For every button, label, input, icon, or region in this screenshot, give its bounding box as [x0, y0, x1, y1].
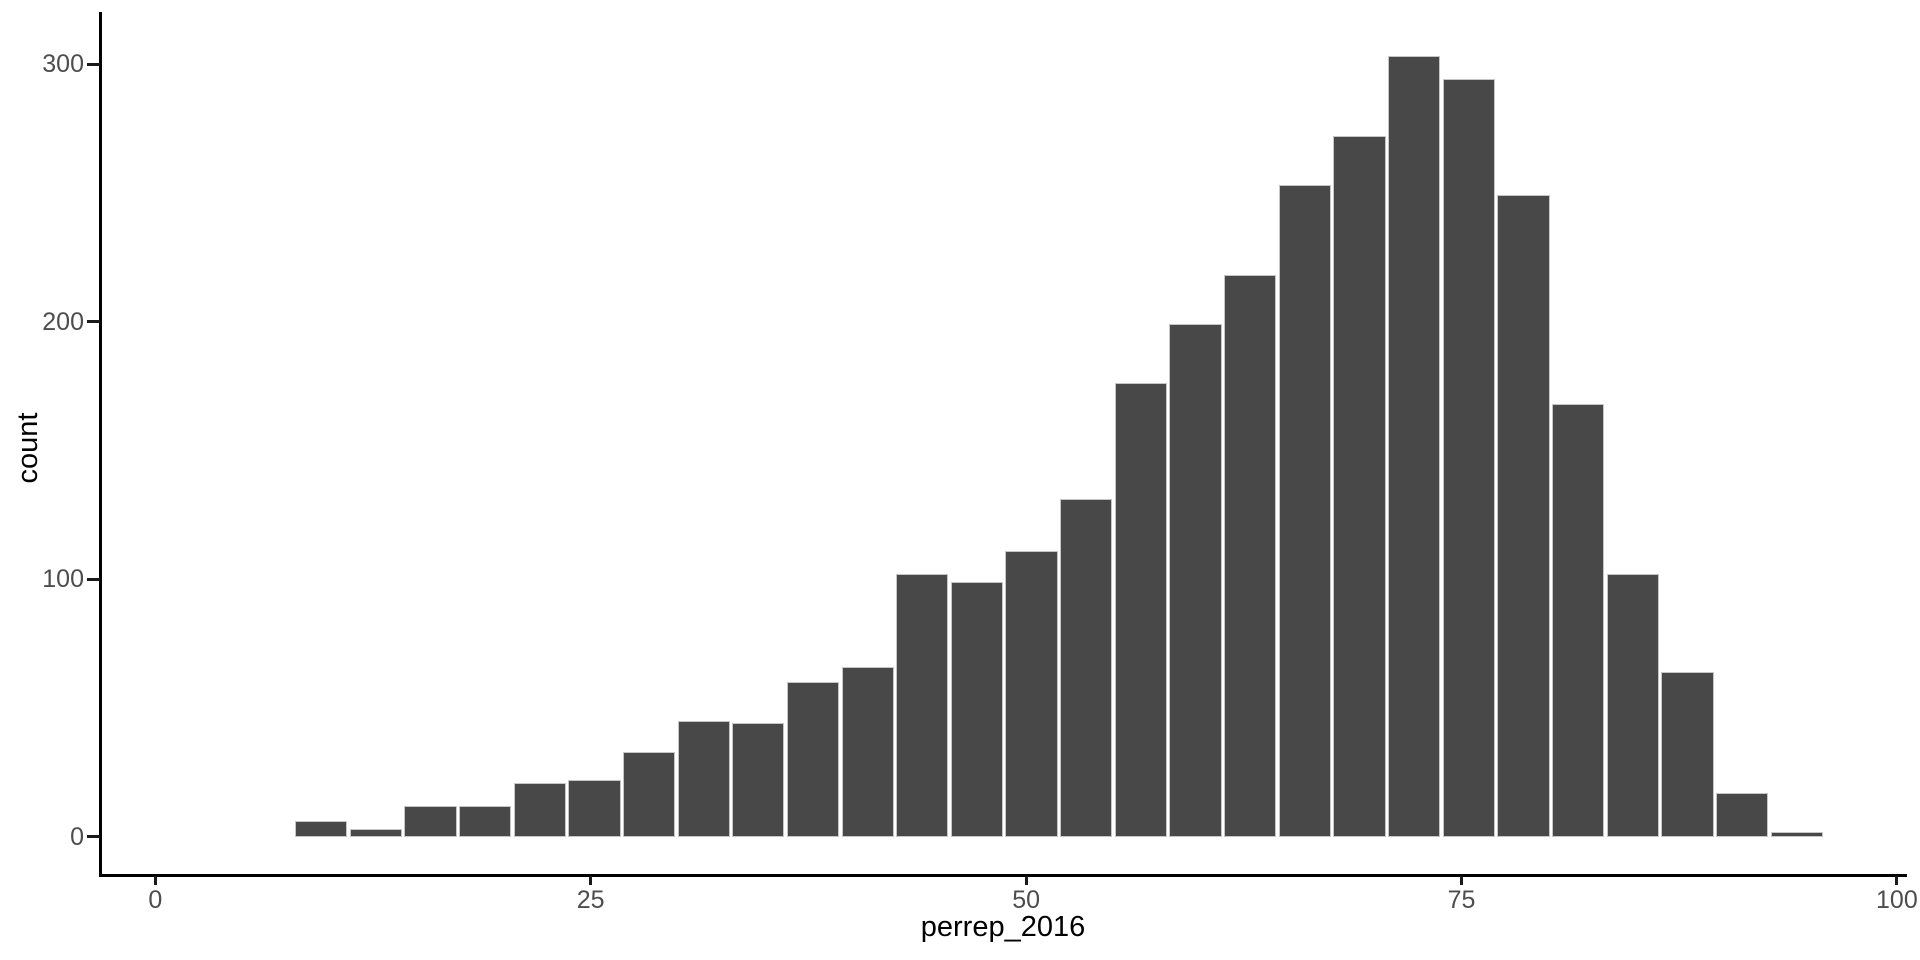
histogram-bar [1060, 499, 1113, 837]
y-tick-label: 300 [42, 50, 84, 78]
y-tick-mark [87, 320, 100, 324]
histogram-bar [1114, 383, 1168, 837]
x-tick-label: 50 [1012, 886, 1040, 914]
histogram-bar [458, 805, 512, 837]
y-tick-label: 200 [42, 307, 84, 336]
histogram-bar [1497, 195, 1550, 837]
histogram-bar [295, 821, 348, 837]
histogram-bar [404, 805, 457, 837]
y-tick-mark [87, 577, 100, 581]
x-tick-label: 100 [1876, 886, 1918, 914]
histogram-bar [896, 574, 949, 837]
histogram-bar [1661, 671, 1714, 837]
x-tick-label: 0 [148, 886, 163, 914]
x-axis-line [98, 873, 1907, 877]
x-axis-title: perrep_2016 [920, 911, 1086, 943]
histogram-bar [513, 782, 566, 837]
x-tick-mark [589, 876, 593, 885]
histogram-bar [1333, 136, 1386, 837]
x-tick-mark [1024, 876, 1028, 885]
y-tick-label: 100 [42, 565, 84, 594]
histogram-bar [568, 780, 621, 837]
y-axis-line [98, 12, 102, 876]
histogram-bar [1388, 56, 1441, 837]
y-tick-label: 0 [70, 822, 84, 851]
histogram-bar [1442, 79, 1495, 837]
x-tick-mark [1460, 876, 1463, 885]
histogram-bar [841, 666, 894, 837]
x-tick-mark [153, 876, 157, 885]
histogram-bar [786, 682, 840, 837]
histogram-bar [1715, 793, 1769, 837]
histogram-bar [732, 723, 785, 837]
histogram-bar [349, 829, 402, 837]
y-axis-title: count [12, 412, 44, 484]
histogram-bar [1224, 275, 1277, 837]
x-tick-label: 25 [576, 886, 605, 914]
x-tick-label: 75 [1447, 886, 1476, 914]
x-tick-mark [1895, 876, 1899, 885]
y-tick-mark [87, 62, 100, 66]
histogram-bar [1169, 324, 1222, 837]
histogram-bar [1606, 574, 1659, 837]
histogram-bar [1770, 831, 1823, 837]
histogram-bar [1552, 404, 1605, 837]
histogram-bar [1278, 185, 1331, 837]
y-tick-mark [87, 835, 100, 839]
histogram-bar [622, 751, 676, 837]
histogram-bar [677, 720, 730, 837]
histogram-bar [1005, 550, 1058, 837]
histogram-bar [950, 581, 1004, 837]
